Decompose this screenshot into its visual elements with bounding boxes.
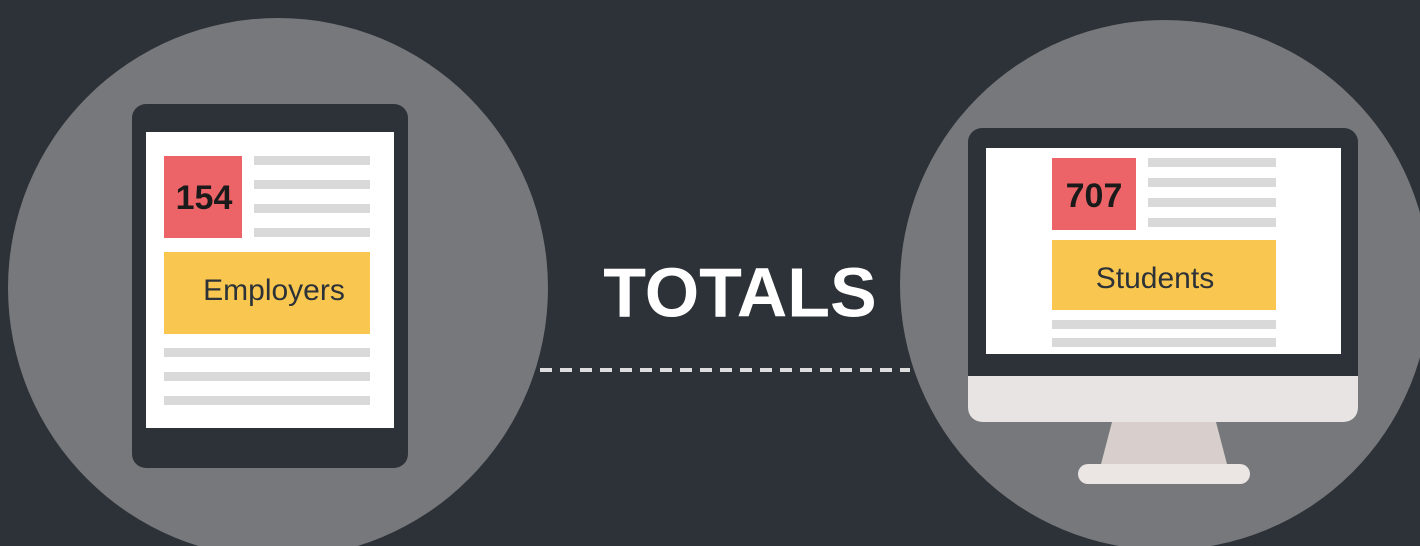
- monitor-stand: [1100, 422, 1228, 468]
- monitor-base: [1078, 464, 1250, 484]
- text-lines: [1052, 158, 1276, 347]
- number-box: [1052, 158, 1136, 230]
- title: TOTALS: [603, 253, 877, 331]
- number-box: [164, 156, 242, 238]
- label-box: [164, 252, 370, 334]
- text-lines: [164, 156, 370, 405]
- student-label: Students: [1096, 262, 1214, 295]
- label-box: [1052, 240, 1276, 310]
- monitor-bezel: [968, 376, 1358, 422]
- student-count: 707: [1066, 177, 1123, 215]
- employer-label: Employers: [203, 274, 345, 307]
- employer-count: 154: [176, 179, 233, 217]
